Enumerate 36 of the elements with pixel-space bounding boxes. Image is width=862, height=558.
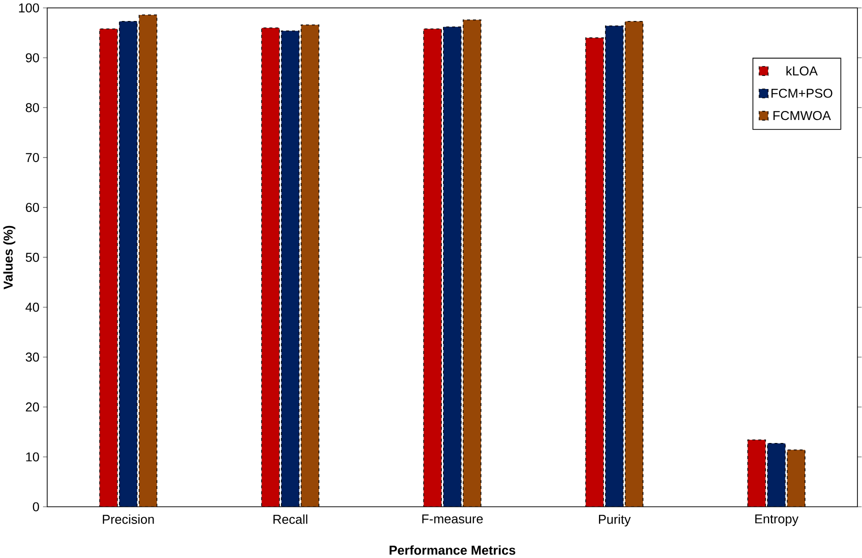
y-tick-label: 40 bbox=[26, 302, 40, 312]
y-axis-title: Values (%) bbox=[3, 226, 16, 290]
bar bbox=[261, 27, 280, 507]
bar bbox=[99, 28, 118, 507]
x-tick-label: Recall bbox=[273, 514, 308, 524]
bar bbox=[138, 14, 158, 507]
bar bbox=[462, 19, 482, 507]
bar bbox=[767, 442, 786, 507]
y-tick-label: 70 bbox=[26, 152, 40, 162]
x-tick-label: Purity bbox=[598, 514, 631, 526]
bar bbox=[423, 28, 442, 507]
bar bbox=[280, 30, 300, 507]
x-tick-label: Precision bbox=[102, 514, 154, 524]
legend-label: FCM+PSO bbox=[772, 88, 832, 98]
x-axis-title: Performance Metrics bbox=[390, 545, 516, 555]
y-tick-label: 60 bbox=[26, 202, 40, 212]
y-tick-label: 20 bbox=[26, 402, 40, 412]
legend-label: kLOA bbox=[786, 66, 818, 76]
y-tick-label: 90 bbox=[26, 53, 40, 62]
bar bbox=[624, 20, 644, 507]
x-tick-label: F-measure bbox=[422, 514, 483, 524]
bar bbox=[118, 20, 138, 507]
legend-label: FCMWOA bbox=[773, 111, 831, 120]
y-tick-label: 80 bbox=[26, 103, 40, 112]
bar bbox=[443, 26, 462, 507]
bar bbox=[747, 439, 766, 507]
y-tick-label: 30 bbox=[26, 352, 40, 362]
bar bbox=[605, 25, 624, 507]
bar bbox=[585, 37, 604, 507]
bar bbox=[786, 449, 806, 507]
y-tick-label: 0 bbox=[32, 502, 40, 512]
y-tick-label: 50 bbox=[26, 252, 40, 262]
bar bbox=[300, 24, 320, 507]
x-tick-label: Entropy bbox=[755, 514, 798, 526]
y-tick-label: 10 bbox=[26, 452, 40, 462]
y-tick-label: 100 bbox=[19, 3, 40, 12]
